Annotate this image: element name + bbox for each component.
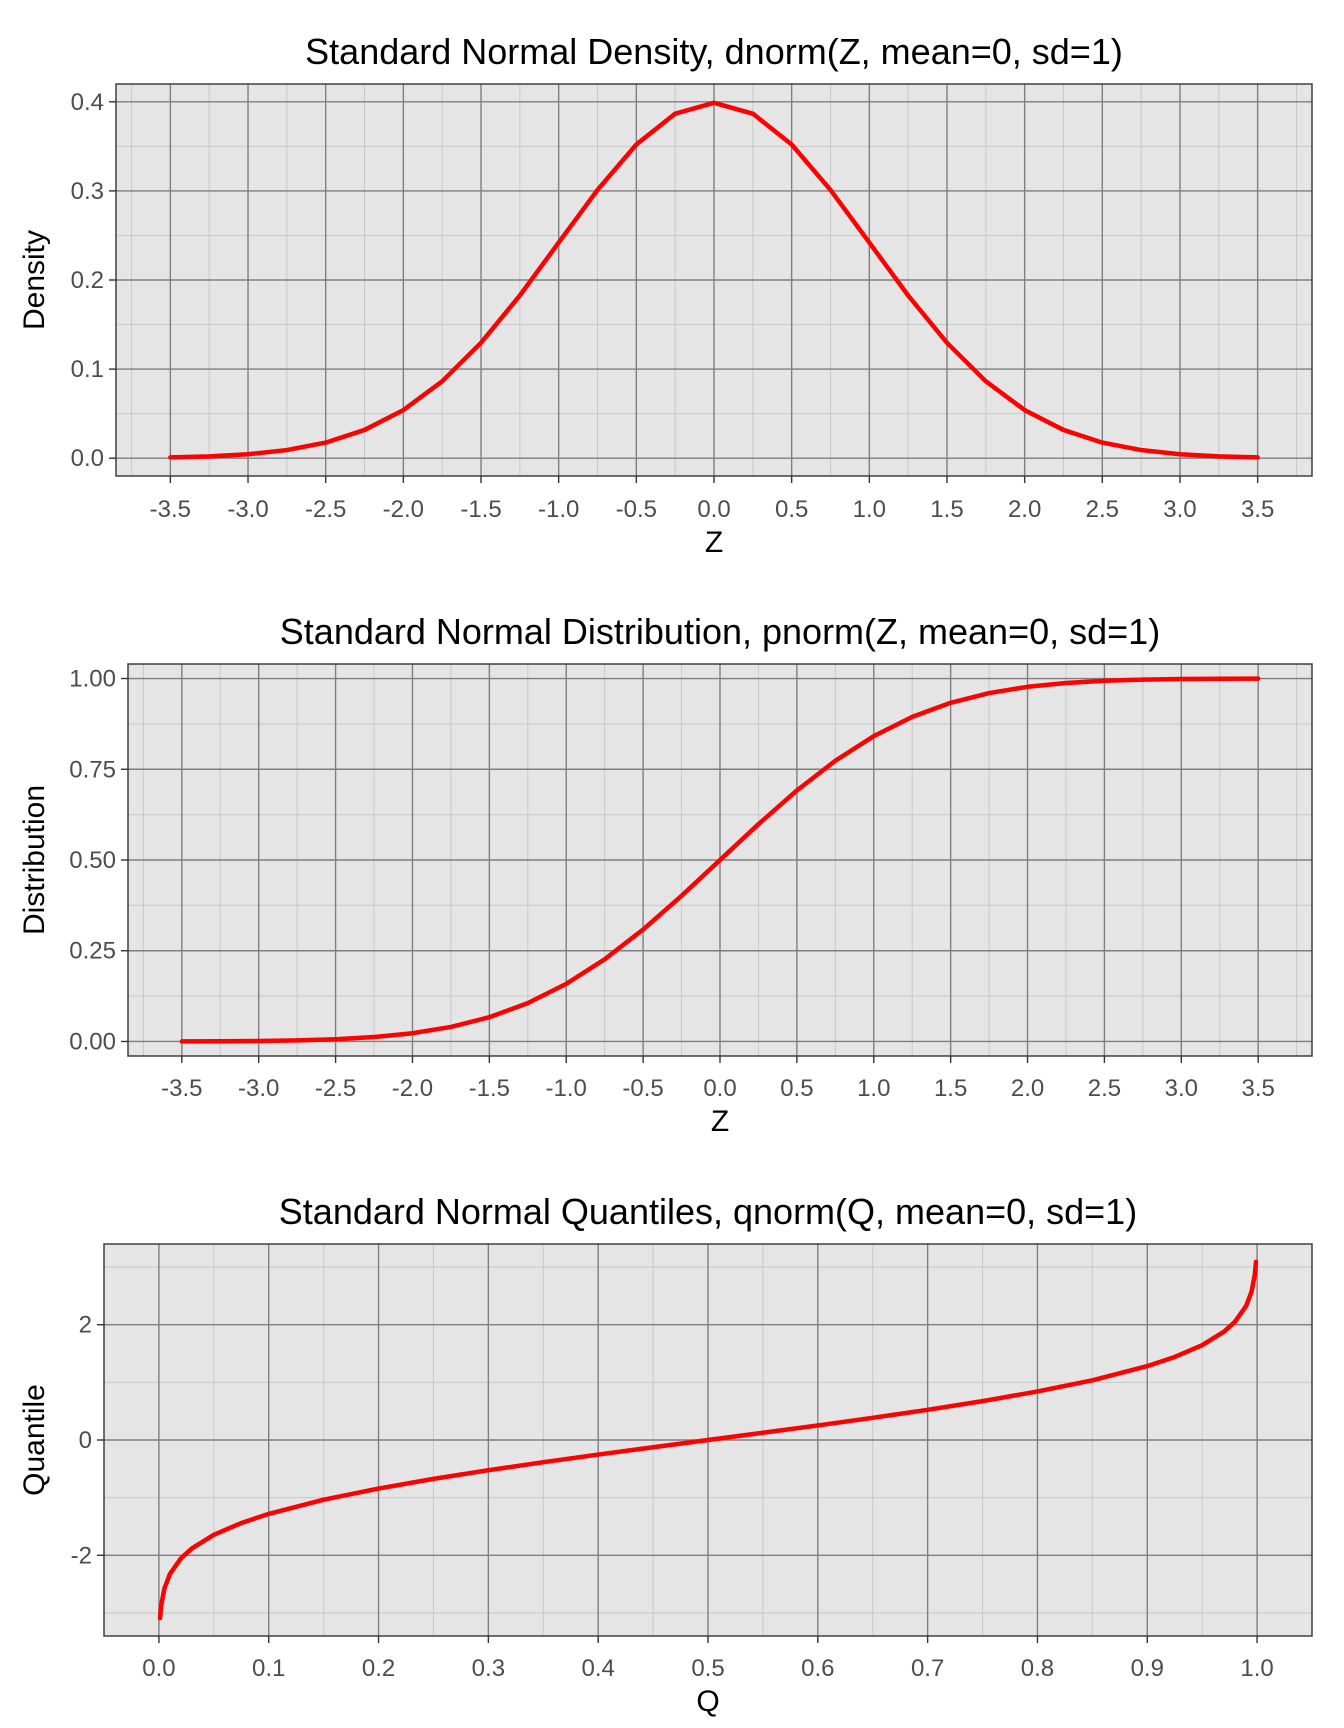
x-tick-label: 0.6 [801, 1655, 834, 1682]
y-axis-label: Quantile [18, 1384, 51, 1496]
x-axis-label: Z [705, 526, 723, 559]
y-tick-label: -2 [71, 1542, 92, 1569]
x-tick-label: 0.5 [775, 496, 808, 523]
x-tick-label: 0.2 [362, 1655, 395, 1682]
x-tick-label: -2.5 [315, 1075, 356, 1102]
y-tick-label: 0.0 [71, 445, 104, 472]
y-tick-label: 0.75 [69, 756, 116, 783]
x-tick-label: 2.0 [1011, 1075, 1044, 1102]
series-line [179, 676, 1261, 1044]
x-tick-label: 1.5 [930, 496, 963, 523]
chart-title: Standard Normal Distribution, pnorm(Z, m… [280, 611, 1160, 652]
y-tick-label: 0.4 [71, 89, 104, 116]
x-tick-label: -3.0 [238, 1075, 279, 1102]
x-tick-label: -2.0 [383, 496, 424, 523]
x-tick-label: -1.0 [546, 1075, 587, 1102]
x-tick-label: 3.5 [1241, 1075, 1274, 1102]
x-tick-label: -3.0 [227, 496, 268, 523]
x-tick-label: -0.5 [616, 496, 657, 523]
series-line [168, 100, 1260, 460]
x-tick-label: 0.5 [780, 1075, 813, 1102]
x-tick-label: 2.5 [1088, 1075, 1121, 1102]
y-tick-label: 0.3 [71, 178, 104, 205]
y-tick-label: 2 [79, 1312, 92, 1339]
x-tick-label: 0.0 [142, 1655, 175, 1682]
x-tick-label: 2.5 [1086, 496, 1119, 523]
series-line [157, 1259, 1259, 1621]
x-tick-label: 3.5 [1241, 496, 1274, 523]
y-tick-label: 0.25 [69, 938, 116, 965]
x-tick-label: -0.5 [622, 1075, 663, 1102]
chart-2: -3.5 -3.0 -2.5 -2.0 -1.5 -1.0 -0.5 0.0 0.5 1.0 1.5… [18, 611, 1313, 1138]
x-tick-label: 2.0 [1008, 496, 1041, 523]
x-tick-label: 0.5 [691, 1655, 724, 1682]
x-axis-label: Z [711, 1105, 729, 1138]
chart-title: Standard Normal Quantiles, qnorm(Q, mean… [279, 1191, 1137, 1232]
x-tick-label: -1.5 [460, 496, 501, 523]
x-tick-label: 0.9 [1131, 1655, 1164, 1682]
chart-3: 0.0 0.1 0.2 0.3 0.4 0.5 0.6 0.7 0.8 0.9 1.0 -2 0 2 Sta… [18, 1191, 1313, 1718]
x-tick-label: 3.0 [1163, 496, 1196, 523]
x-tick-label: 1.0 [1240, 1655, 1273, 1682]
y-tick-label: 0.1 [71, 356, 104, 383]
y-tick-label: 0.2 [71, 267, 104, 294]
x-tick-label: 0.0 [697, 496, 730, 523]
x-axis-label: Q [696, 1685, 719, 1718]
x-tick-label: 0.4 [581, 1655, 614, 1682]
grid [116, 84, 1312, 476]
chart-title: Standard Normal Density, dnorm(Z, mean=0… [305, 31, 1123, 72]
y-axis-label: Density [18, 230, 51, 330]
chart-1: -3.5 -3.0 -2.5 -2.0 -1.5 -1.0 -0.5 0.0 0.5 1.0 1.5… [18, 31, 1313, 559]
x-tick-label: 0.7 [911, 1655, 944, 1682]
y-tick-label: 0.50 [69, 847, 116, 874]
x-tick-label: -1.0 [538, 496, 579, 523]
x-tick-label: 0.1 [252, 1655, 285, 1682]
x-tick-label: 3.0 [1165, 1075, 1198, 1102]
x-tick-label: -3.5 [161, 1075, 202, 1102]
x-tick-label: -3.5 [150, 496, 191, 523]
x-tick-label: 1.0 [853, 496, 886, 523]
x-tick-label: 0.0 [703, 1075, 736, 1102]
grid [104, 1244, 1312, 1636]
y-tick-label: 0 [79, 1427, 92, 1454]
x-tick-label: -2.5 [305, 496, 346, 523]
y-axis-label: Distribution [18, 785, 51, 935]
x-tick-label: 1.0 [857, 1075, 890, 1102]
x-tick-label: -2.0 [392, 1075, 433, 1102]
x-tick-label: -1.5 [469, 1075, 510, 1102]
x-tick-label: 0.3 [472, 1655, 505, 1682]
y-tick-label: 1.00 [69, 666, 116, 693]
x-tick-label: 1.5 [934, 1075, 967, 1102]
y-tick-label: 0.00 [69, 1028, 116, 1055]
x-tick-label: 0.8 [1021, 1655, 1054, 1682]
